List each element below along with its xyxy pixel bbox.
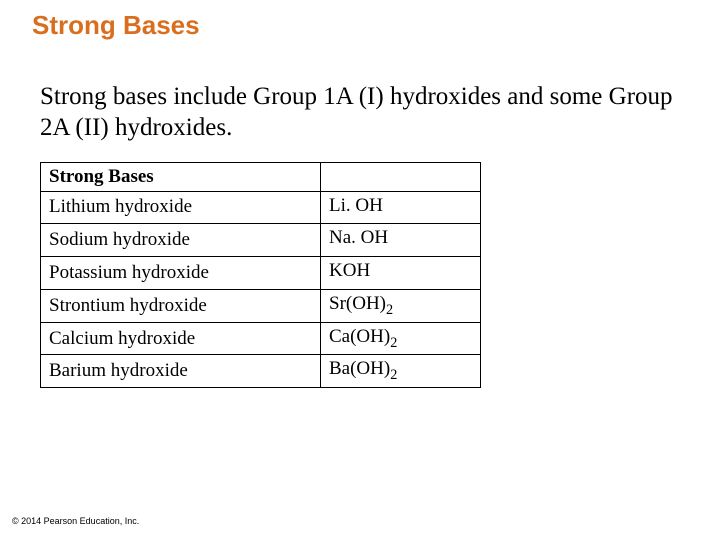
base-formula: Ba(OH)2 — [321, 355, 481, 388]
base-name: Lithium hydroxide — [41, 191, 321, 224]
base-name: Sodium hydroxide — [41, 224, 321, 257]
base-formula: Li. OH — [321, 191, 481, 224]
table-row: Calcium hydroxide Ca(OH)2 — [41, 322, 481, 355]
base-name: Barium hydroxide — [41, 355, 321, 388]
slide-title: Strong Bases — [0, 0, 720, 41]
copyright-text: © 2014 Pearson Education, Inc. — [12, 516, 139, 526]
formula-text: Ba(OH) — [329, 358, 390, 379]
formula-sub: 2 — [390, 334, 397, 350]
table-row: Sodium hydroxide Na. OH — [41, 224, 481, 257]
formula-text: Li. OH — [329, 195, 383, 216]
base-name: Calcium hydroxide — [41, 322, 321, 355]
body-text: Strong bases include Group 1A (I) hydrox… — [0, 41, 720, 144]
base-name: Strontium hydroxide — [41, 289, 321, 322]
table-header: Strong Bases — [41, 162, 321, 191]
formula-sub: 2 — [386, 302, 393, 318]
base-name: Potassium hydroxide — [41, 257, 321, 290]
table-row: Strontium hydroxide Sr(OH)2 — [41, 289, 481, 322]
table-header-blank — [321, 162, 481, 191]
strong-bases-table: Strong Bases Lithium hydroxide Li. OH So… — [40, 162, 481, 389]
base-formula: Sr(OH)2 — [321, 289, 481, 322]
base-formula: Na. OH — [321, 224, 481, 257]
table-row: Potassium hydroxide KOH — [41, 257, 481, 290]
table-header-row: Strong Bases — [41, 162, 481, 191]
formula-sub: 2 — [390, 367, 397, 383]
table-row: Barium hydroxide Ba(OH)2 — [41, 355, 481, 388]
formula-text: Ca(OH) — [329, 326, 390, 347]
base-formula: Ca(OH)2 — [321, 322, 481, 355]
base-formula: KOH — [321, 257, 481, 290]
table-row: Lithium hydroxide Li. OH — [41, 191, 481, 224]
formula-text: Na. OH — [329, 227, 388, 248]
formula-text: Sr(OH) — [329, 293, 386, 314]
formula-text: KOH — [329, 260, 370, 281]
